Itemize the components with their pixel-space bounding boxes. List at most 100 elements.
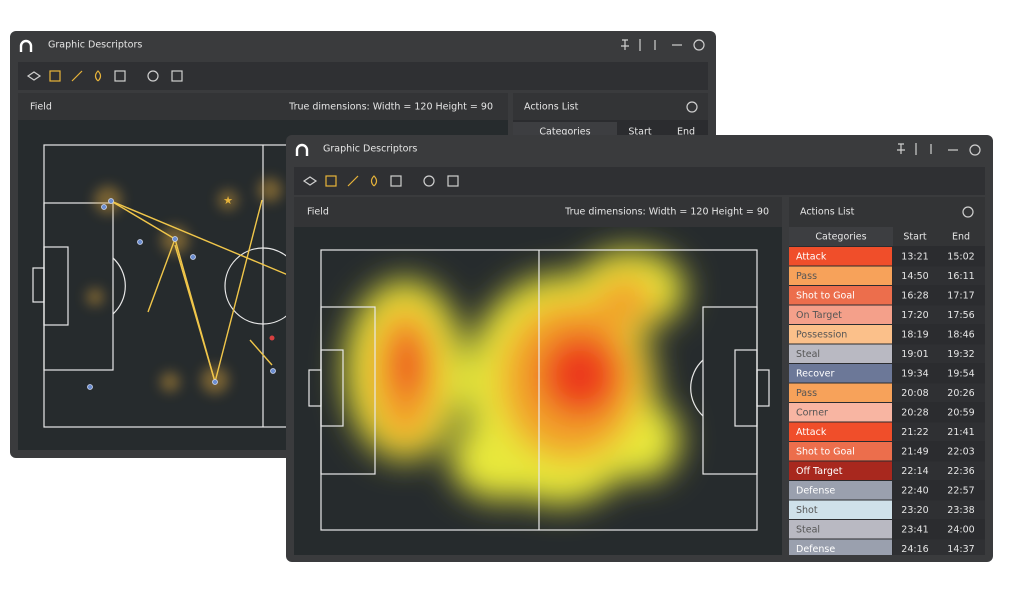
- start-time: 24:16: [901, 544, 928, 555]
- category-cell[interactable]: [789, 539, 892, 559]
- category-label: Defense: [796, 485, 835, 496]
- end-time: 19:32: [947, 349, 974, 360]
- category-cell[interactable]: [789, 305, 892, 325]
- end-time: 21:41: [947, 427, 974, 438]
- svg-text:★: ★: [223, 194, 233, 207]
- front-window: Graphic Descriptors Field True dimension…: [286, 135, 993, 562]
- end-time: 20:59: [947, 407, 974, 418]
- category-label: Possession: [796, 329, 847, 340]
- start-time: 21:22: [901, 427, 928, 438]
- column-header: Categories: [815, 232, 866, 243]
- start-time: 18:19: [901, 329, 928, 340]
- category-cell[interactable]: [789, 364, 892, 383]
- start-time: 23:41: [901, 524, 928, 535]
- category-cell[interactable]: [789, 403, 892, 422]
- start-time: 22:40: [901, 485, 928, 496]
- panel-title: Field: [30, 102, 52, 113]
- time-cell: [893, 383, 985, 402]
- time-cell: [893, 266, 985, 285]
- category-cell[interactable]: [789, 481, 892, 500]
- start-time: 13:21: [901, 251, 928, 262]
- start-time: 16:28: [901, 290, 928, 301]
- window-controls[interactable]: [897, 143, 981, 156]
- end-time: 19:54: [947, 368, 974, 379]
- category-label: Shot to Goal: [796, 446, 855, 457]
- column-header: End: [677, 127, 695, 138]
- time-cell: [893, 403, 985, 422]
- time-cell: [893, 305, 985, 324]
- end-time: 24:00: [947, 524, 974, 535]
- time-cell: [893, 364, 985, 383]
- end-time: 23:38: [947, 505, 974, 516]
- time-cell: [893, 247, 985, 266]
- category-cell[interactable]: [789, 247, 892, 266]
- toolbar[interactable]: [302, 175, 459, 187]
- dimensions-label: True dimensions: Width = 120 Height = 90: [564, 207, 769, 218]
- panel-title: Field: [307, 207, 329, 218]
- time-cell: [893, 344, 985, 363]
- time-cell: [893, 539, 985, 555]
- category-label: Shot to Goal: [796, 290, 855, 301]
- category-cell[interactable]: [789, 422, 892, 442]
- time-cell: [893, 461, 985, 480]
- window-title: Graphic Descriptors: [48, 40, 142, 51]
- end-time: 18:46: [947, 329, 974, 340]
- end-time: 20:26: [947, 388, 974, 399]
- start-time: 22:14: [901, 466, 928, 477]
- column-header: Categories: [539, 127, 590, 138]
- end-time: 17:17: [947, 290, 974, 301]
- category-label: Attack: [796, 251, 827, 262]
- time-cell: [893, 442, 985, 461]
- list-settings[interactable]: [962, 206, 974, 218]
- end-time: 17:56: [947, 310, 974, 321]
- heatmap: [345, 250, 685, 505]
- list-settings[interactable]: [686, 101, 698, 113]
- list-title: Actions List: [524, 102, 579, 113]
- category-cell[interactable]: [789, 383, 892, 403]
- start-time: 19:01: [901, 349, 928, 360]
- category-cell[interactable]: [789, 500, 892, 520]
- start-time: 21:49: [901, 446, 928, 457]
- column-header: End: [952, 232, 970, 243]
- end-time: 22:03: [947, 446, 974, 457]
- start-time: 20:08: [901, 388, 928, 399]
- category-label: Shot: [796, 505, 818, 516]
- start-time: 23:20: [901, 505, 928, 516]
- category-label: Recover: [796, 368, 835, 379]
- category-cell[interactable]: [789, 286, 892, 305]
- category-label: Steal: [796, 349, 820, 360]
- category-cell[interactable]: [789, 461, 892, 481]
- category-cell[interactable]: [789, 266, 892, 286]
- start-time: 14:50: [901, 271, 928, 282]
- window-controls[interactable]: [621, 39, 705, 51]
- time-cell: [893, 422, 985, 441]
- actions-table: Attack 13:21 15:02 Pass 14:50 16:11 Shot to Go…: [789, 247, 985, 559]
- window-title: Graphic Descriptors: [323, 144, 417, 155]
- category-label: Pass: [796, 271, 817, 282]
- app-logo: [19, 39, 33, 52]
- list-title: Actions List: [800, 207, 855, 218]
- toolbar[interactable]: [26, 70, 183, 82]
- category-label: On Target: [796, 310, 842, 321]
- category-cell[interactable]: [789, 442, 892, 461]
- category-label: Defense: [796, 544, 835, 555]
- time-cell: [893, 481, 985, 500]
- category-label: Corner: [796, 407, 828, 418]
- column-header: Start: [903, 232, 926, 243]
- category-label: Steal: [796, 524, 820, 535]
- category-cell[interactable]: [789, 520, 892, 539]
- end-time: 22:36: [947, 466, 974, 477]
- end-time: 22:57: [947, 485, 974, 496]
- time-cell: [893, 286, 985, 305]
- start-time: 19:34: [901, 368, 928, 379]
- time-cell: [893, 500, 985, 519]
- end-time: 14:37: [947, 544, 974, 555]
- start-time: 20:28: [901, 407, 928, 418]
- time-cell: [893, 325, 985, 344]
- heatmap-field: [308, 249, 770, 531]
- category-label: Pass: [796, 388, 817, 399]
- end-time: 16:11: [947, 271, 974, 282]
- category-cell[interactable]: [789, 325, 892, 344]
- category-cell[interactable]: [789, 344, 892, 364]
